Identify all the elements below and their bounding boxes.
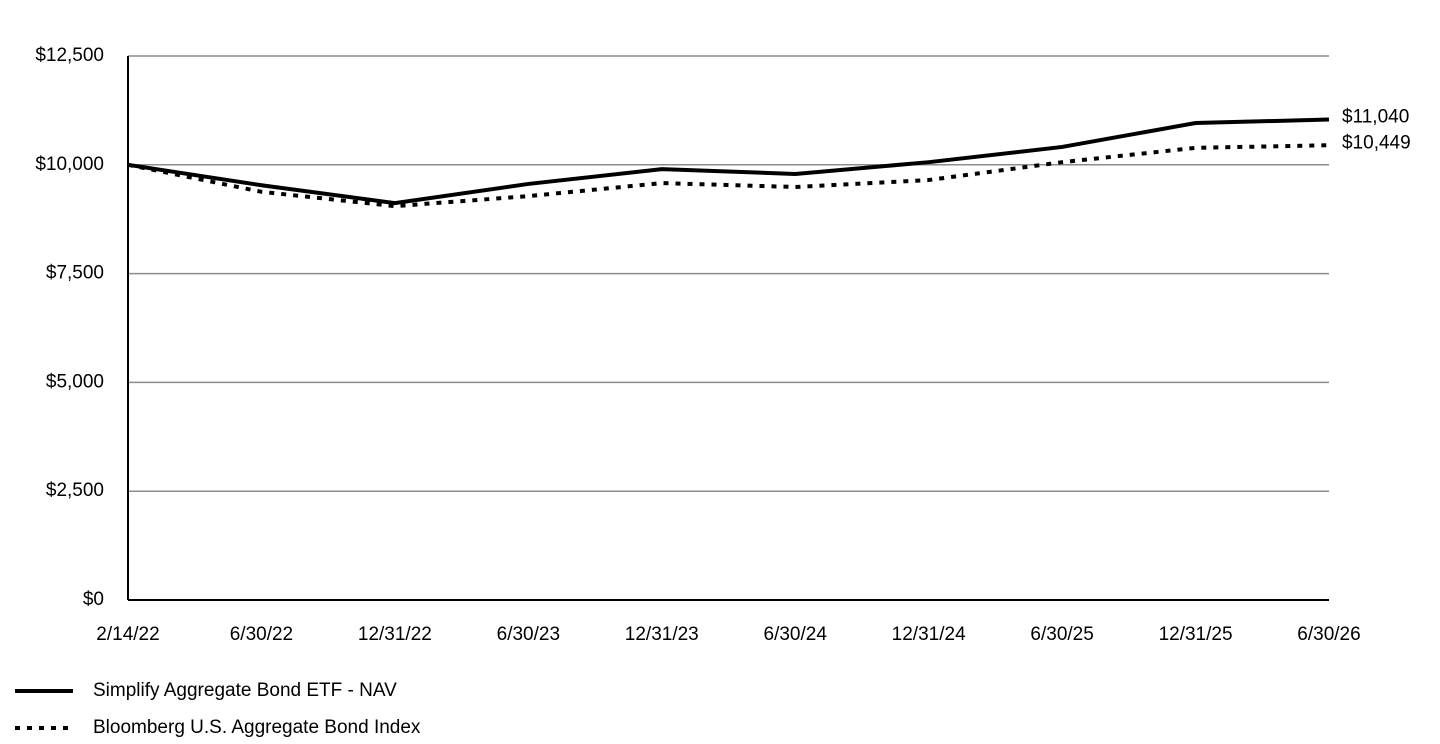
y-tick-label: $5,000 — [46, 371, 104, 392]
y-tick-label: $2,500 — [46, 480, 104, 501]
x-tick-label: 6/30/25 — [1030, 624, 1093, 645]
value-label: $11,040 — [1342, 107, 1409, 128]
y-tick-label: $0 — [83, 589, 104, 610]
series-line — [127, 117, 1330, 206]
x-tick-label: 6/30/26 — [1297, 624, 1360, 645]
legend-label: Bloomberg U.S. Aggregate Bond Index — [93, 717, 421, 738]
x-tick-label: 12/31/22 — [358, 624, 432, 645]
x-tick-label: 12/31/24 — [892, 624, 966, 645]
legend-label: Simplify Aggregate Bond ETF - NAV — [93, 680, 397, 701]
y-tick-label: $12,500 — [35, 45, 104, 66]
x-tick-label: 6/30/24 — [764, 624, 828, 645]
x-tick-label: 12/31/23 — [625, 624, 699, 645]
x-tick-label: 6/30/23 — [497, 624, 560, 645]
value-label: $10,449 — [1342, 132, 1411, 153]
y-tick-label: $7,500 — [46, 263, 104, 284]
x-tick-label: 2/14/22 — [96, 624, 159, 645]
x-tick-label: 12/31/25 — [1159, 624, 1233, 645]
y-tick-label: $10,000 — [35, 154, 104, 175]
x-tick-label: 6/30/22 — [230, 624, 293, 645]
series-line — [127, 143, 1330, 209]
